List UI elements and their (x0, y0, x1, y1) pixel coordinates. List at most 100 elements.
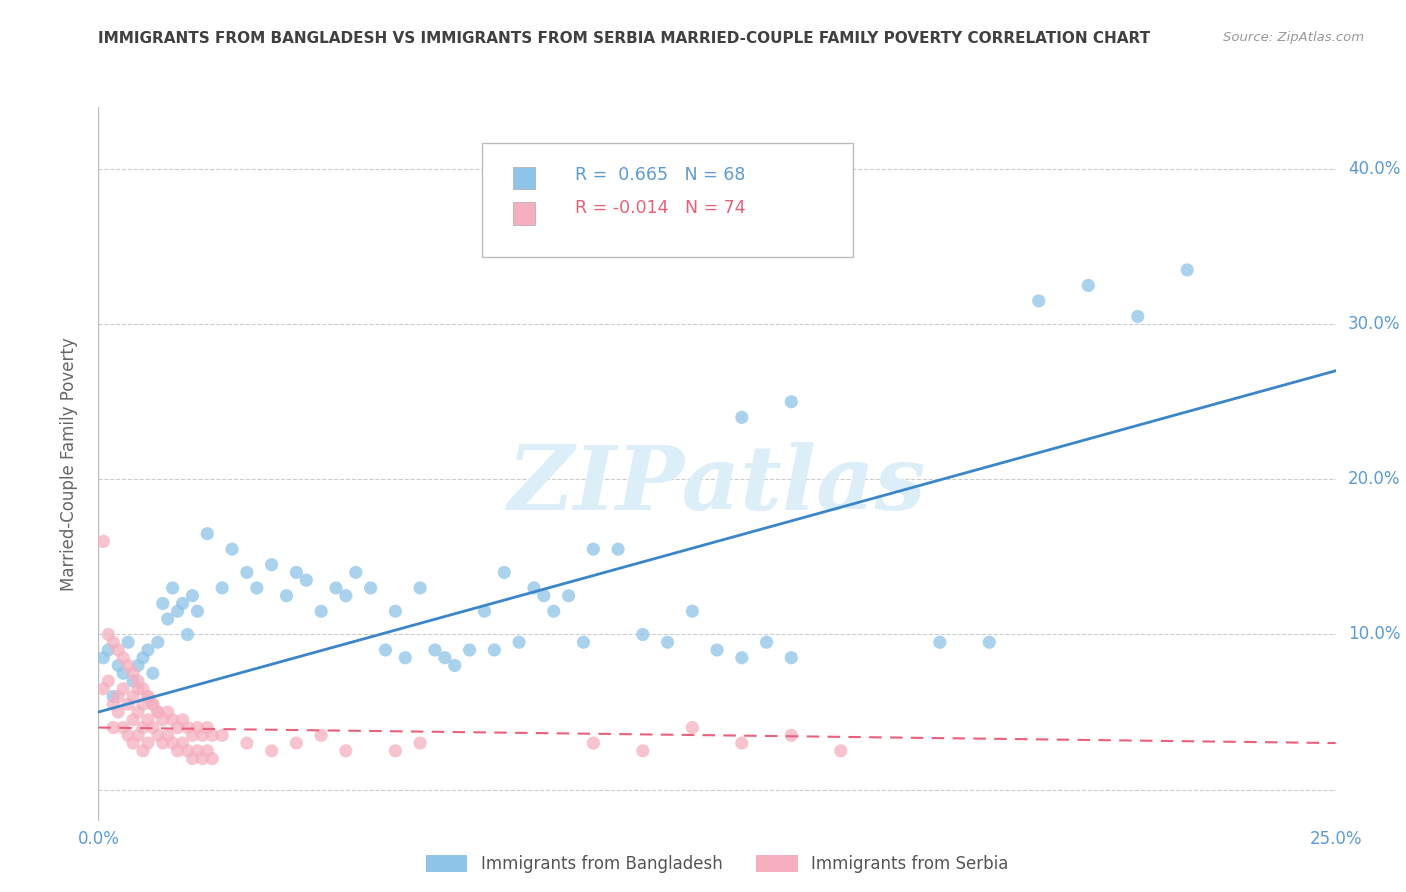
Point (152, 713, 174, 727)
Point (458, 643, 481, 657)
Point (276, 589, 298, 603)
Point (557, 589, 579, 603)
Point (181, 728, 204, 742)
Point (122, 690, 145, 704)
Text: R =  0.665   N = 68: R = 0.665 N = 68 (575, 166, 745, 184)
Point (127, 681, 149, 696)
Point (582, 542, 605, 557)
Point (384, 604, 406, 618)
Point (979, 635, 1001, 649)
Point (1175, 263, 1198, 277)
Point (107, 643, 129, 657)
Point (195, 526, 218, 541)
Point (433, 650, 456, 665)
Point (780, 394, 803, 409)
Point (186, 744, 208, 758)
Point (142, 698, 165, 712)
Point (142, 666, 165, 681)
Point (246, 581, 269, 595)
Bar (513, 167, 534, 189)
Point (97, 673, 120, 688)
Point (260, 744, 283, 758)
Point (474, 604, 496, 618)
Point (122, 736, 145, 750)
Point (127, 673, 149, 688)
Point (928, 635, 950, 649)
Point (409, 736, 432, 750)
Bar (513, 202, 534, 225)
Point (146, 705, 169, 719)
Point (146, 705, 169, 719)
Point (309, 728, 332, 742)
Point (103, 690, 125, 704)
Point (122, 666, 145, 681)
Text: ZIPatlas: ZIPatlas (509, 442, 925, 528)
Point (132, 681, 155, 696)
Point (394, 650, 416, 665)
Text: IMMIGRANTS FROM BANGLADESH VS IMMIGRANTS FROM SERBIA MARRIED-COUPLE FAMILY POVER: IMMIGRANTS FROM BANGLADESH VS IMMIGRANTS… (98, 31, 1150, 46)
FancyBboxPatch shape (482, 143, 853, 257)
Point (152, 736, 174, 750)
Point (494, 566, 516, 580)
Point (122, 673, 145, 688)
Point (136, 690, 159, 704)
Point (201, 728, 224, 742)
Point (195, 744, 218, 758)
Point (112, 721, 135, 735)
Point (191, 728, 214, 742)
Point (162, 581, 184, 595)
Point (543, 604, 565, 618)
Point (335, 744, 357, 758)
Point (706, 643, 728, 657)
Point (132, 698, 155, 712)
Text: 40.0%: 40.0% (1348, 160, 1400, 178)
Point (136, 713, 159, 727)
Point (162, 736, 184, 750)
Point (97, 643, 120, 657)
Point (374, 643, 396, 657)
Text: R = -0.014   N = 74: R = -0.014 N = 74 (575, 200, 745, 218)
Point (344, 566, 367, 580)
Point (755, 635, 778, 649)
Point (146, 728, 169, 742)
Point (1126, 310, 1149, 324)
Point (93, 534, 115, 549)
Point (127, 705, 149, 719)
Point (409, 581, 432, 595)
Point (112, 666, 135, 681)
Point (176, 744, 198, 758)
Point (166, 744, 188, 758)
Point (325, 581, 347, 595)
Point (236, 566, 259, 580)
Point (201, 751, 224, 765)
Point (176, 721, 198, 735)
Point (285, 736, 308, 750)
Point (211, 728, 233, 742)
Point (780, 728, 803, 742)
Point (93, 681, 115, 696)
Point (657, 635, 679, 649)
Text: 10.0%: 10.0% (1348, 625, 1400, 643)
Y-axis label: Married-Couple Family Poverty: Married-Couple Family Poverty (59, 337, 77, 591)
Text: Source: ZipAtlas.com: Source: ZipAtlas.com (1223, 31, 1364, 45)
Legend: Immigrants from Bangladesh, Immigrants from Serbia: Immigrants from Bangladesh, Immigrants f… (419, 848, 1015, 880)
Point (572, 635, 595, 649)
Point (122, 713, 145, 727)
Point (142, 698, 165, 712)
Point (162, 713, 184, 727)
Point (1077, 278, 1099, 293)
Point (631, 627, 654, 641)
Point (731, 650, 754, 665)
Point (186, 721, 208, 735)
Point (508, 635, 530, 649)
Point (384, 744, 406, 758)
Point (172, 736, 194, 750)
Text: 20.0%: 20.0% (1348, 470, 1400, 488)
Point (166, 721, 188, 735)
Point (117, 635, 139, 649)
Point (681, 721, 703, 735)
Point (181, 751, 204, 765)
Point (103, 698, 125, 712)
Point (335, 589, 357, 603)
Point (127, 728, 149, 742)
